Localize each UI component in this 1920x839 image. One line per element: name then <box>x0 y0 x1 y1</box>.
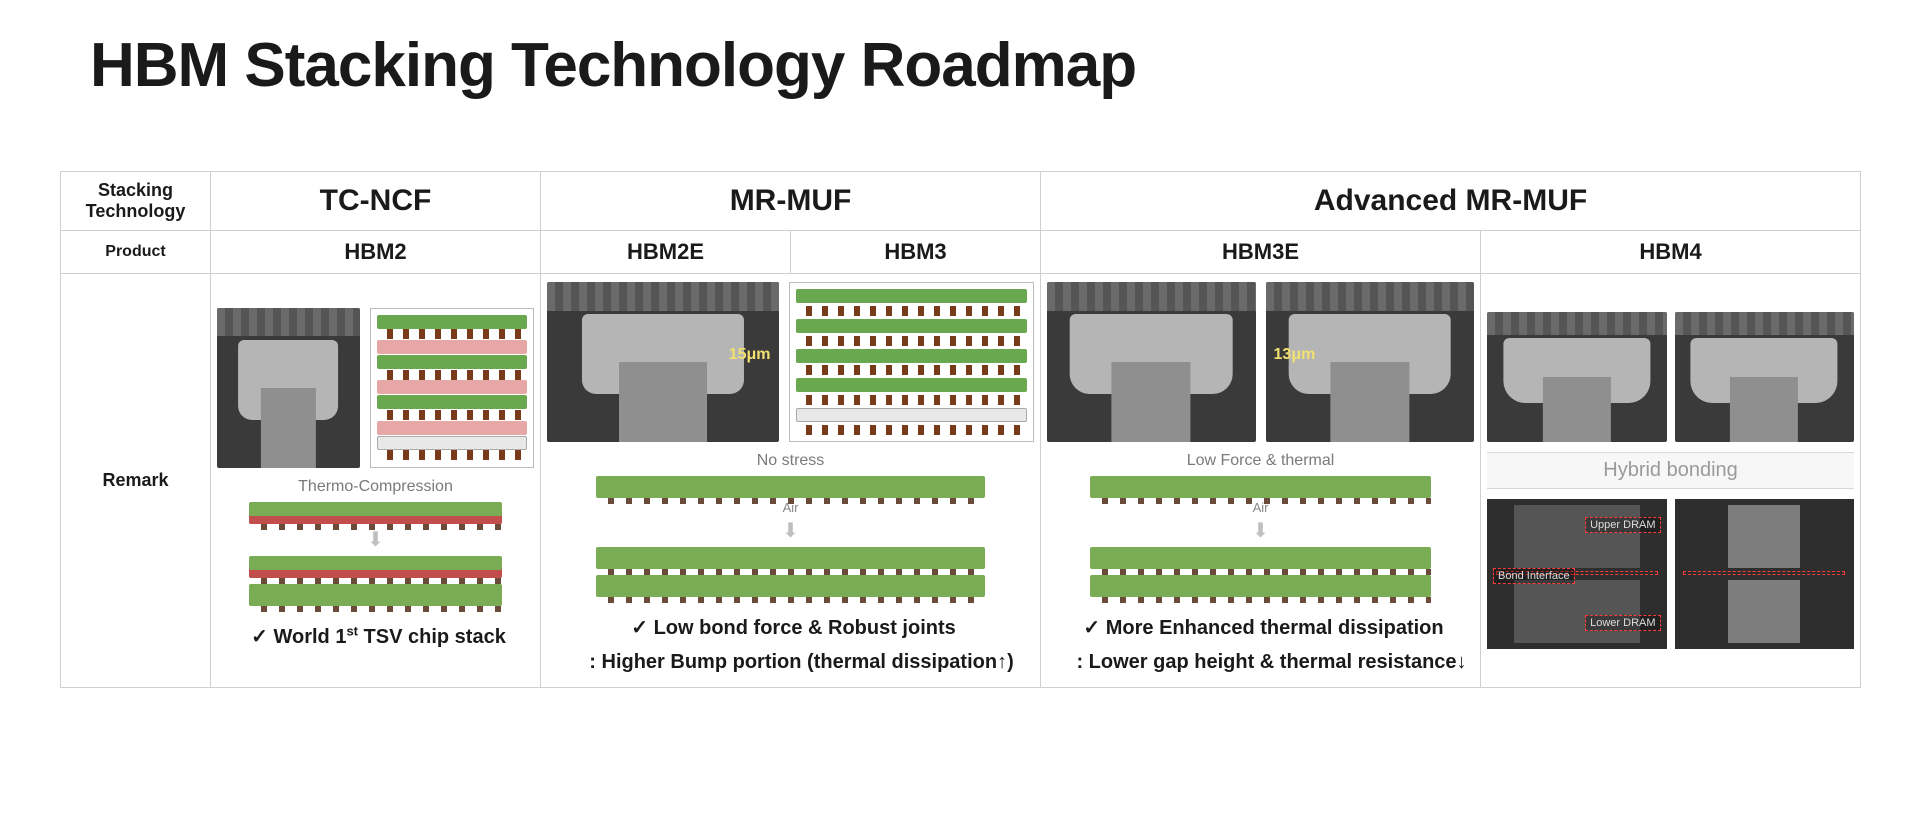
bond-interface-sem-2 <box>1675 499 1855 649</box>
arrow-down-icon: ⬇ <box>782 521 799 541</box>
tech-advanced: Advanced MR-MUF <box>1041 172 1861 231</box>
stacking-label: Stacking Technology <box>61 172 211 231</box>
schematic-mrmuf <box>789 282 1035 442</box>
product-hbm3: HBM3 <box>791 231 1041 274</box>
remark-hbm4: Hybrid bonding Upper DRAM Bond Interface… <box>1481 274 1861 688</box>
roadmap-table: Stacking Technology TC-NCF MR-MUF Advanc… <box>60 171 1861 688</box>
arrow-down-icon: ⬇ <box>367 530 384 550</box>
page-title: HBM Stacking Technology Roadmap <box>90 30 1860 101</box>
schematic-hbm2 <box>370 308 534 468</box>
product-row: Product HBM2 HBM2E HBM3 HBM3E HBM4 <box>61 231 1861 274</box>
remark-label: Remark <box>61 274 211 688</box>
sem-image-hbm3e-1 <box>1047 282 1256 442</box>
sem-image-hbm2e: 15μm <box>547 282 779 442</box>
gap-dimension-mrmuf: 15μm <box>729 346 771 364</box>
tech-tcncf: TC-NCF <box>211 172 541 231</box>
bullet-mrmuf-1: Low bond force & Robust joints <box>553 611 1034 645</box>
product-hbm3e: HBM3E <box>1041 231 1481 274</box>
bullet-adv-2: : Lower gap height & thermal resistance↓ <box>1053 645 1474 679</box>
caption-hybrid-bonding: Hybrid bonding <box>1487 452 1854 489</box>
caption-no-stress: No stress <box>547 452 1034 470</box>
sem-image-hbm4-2 <box>1675 312 1855 442</box>
tech-mrmuf: MR-MUF <box>541 172 1041 231</box>
stack-diagram-tcncf: ⬇ <box>217 502 534 606</box>
remark-row: Remark Thermo-Compressi <box>61 274 1861 688</box>
arrow-down-icon: ⬇ <box>1252 521 1269 541</box>
sem-image-hbm4-1 <box>1487 312 1667 442</box>
caption-thermo-compression: Thermo-Compression <box>217 478 534 496</box>
bullet-tcncf: World 1st TSV chip stack <box>217 620 534 654</box>
bond-interface-sem-1: Upper DRAM Bond Interface Lower DRAM <box>1487 499 1667 649</box>
tag-upper-dram: Upper DRAM <box>1585 517 1660 533</box>
sem-image-hbm3e-2: 13μm <box>1266 282 1475 442</box>
sem-image-hbm2 <box>217 308 360 468</box>
tag-lower-dram: Lower DRAM <box>1585 615 1660 631</box>
stacking-tech-row: Stacking Technology TC-NCF MR-MUF Advanc… <box>61 172 1861 231</box>
remark-tcncf: Thermo-Compression ⬇ World 1st TSV chip … <box>211 274 541 688</box>
bullet-mrmuf-2: : Higher Bump portion (thermal dissipati… <box>553 645 1034 679</box>
stack-diagram-advanced: Air ⬇ <box>1047 476 1474 597</box>
product-label: Product <box>61 231 211 274</box>
stack-diagram-mrmuf: Air ⬇ <box>547 476 1034 597</box>
product-hbm2: HBM2 <box>211 231 541 274</box>
product-hbm4: HBM4 <box>1481 231 1861 274</box>
product-hbm2e: HBM2E <box>541 231 791 274</box>
remark-advanced: 13μm Low Force & thermal Air ⬇ More Enha… <box>1041 274 1481 688</box>
caption-low-force: Low Force & thermal <box>1047 452 1474 470</box>
bullet-adv-1: More Enhanced thermal dissipation <box>1053 611 1474 645</box>
gap-dimension-advanced: 13μm <box>1274 346 1316 364</box>
tag-bond-interface: Bond Interface <box>1493 568 1575 584</box>
remark-mrmuf: 15μm No stress Air ⬇ Low bond for <box>541 274 1041 688</box>
